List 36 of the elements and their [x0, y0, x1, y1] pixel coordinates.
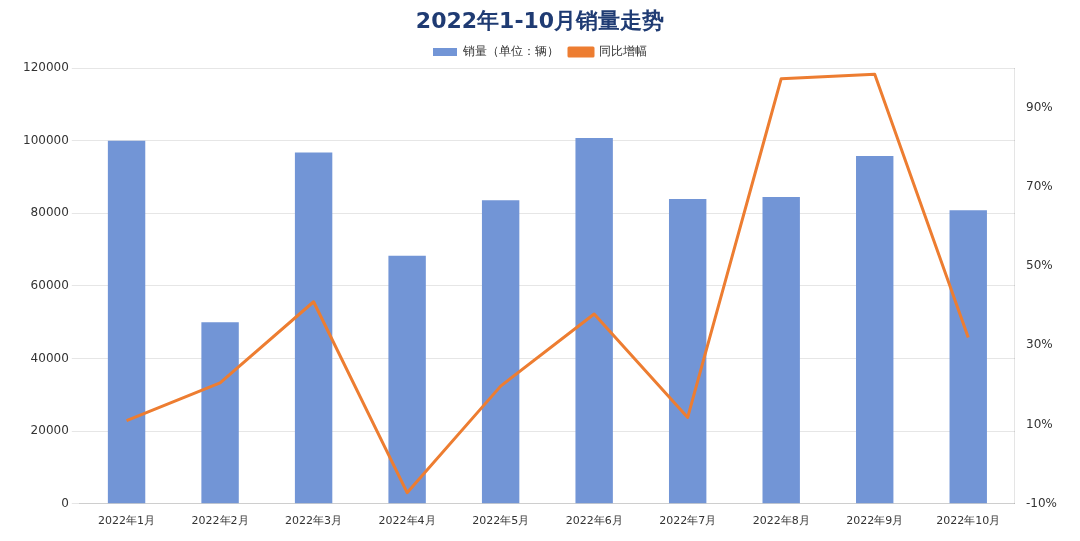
y2-tick-label: 70% — [1026, 178, 1053, 193]
y-tick-label: 80000 — [30, 205, 69, 220]
bar — [575, 138, 613, 504]
legend-label: 销量（单位：辆） — [462, 44, 559, 59]
bar — [201, 322, 239, 504]
x-tick-label: 2022年9月 — [846, 514, 904, 528]
x-tick-label: 2022年5月 — [472, 514, 530, 528]
bar — [856, 155, 894, 504]
y2-tick-label: 50% — [1026, 258, 1053, 273]
y2-tick-label: 30% — [1026, 337, 1053, 352]
y-tick-label: 100000 — [23, 132, 69, 147]
chart-title: 2022年1-10月销量走势 — [414, 7, 666, 35]
x-tick-label: 2022年1月 — [98, 514, 156, 528]
bar — [294, 152, 333, 504]
x-tick-label: 2022年7月 — [659, 514, 717, 528]
x-tick-label: 2022年6月 — [565, 514, 623, 528]
y2-tick-label: 10% — [1026, 416, 1053, 431]
y-tick-label: 0 — [61, 495, 69, 510]
y-tick-label: 60000 — [30, 278, 69, 293]
bar — [949, 210, 987, 504]
y-tick-label: 40000 — [30, 350, 69, 365]
x-tick-label: 2022年2月 — [191, 514, 249, 528]
x-tick-label: 2022年8月 — [752, 514, 810, 528]
y2-tick-label: 90% — [1026, 99, 1053, 114]
bar — [107, 140, 146, 504]
x-tick-label: 2022年4月 — [378, 514, 436, 528]
bar — [668, 199, 707, 504]
bar — [388, 255, 426, 504]
bar — [762, 196, 800, 504]
y-tick-label: 20000 — [30, 423, 69, 438]
x-tick-label: 2022年10月 — [936, 514, 1001, 528]
x-tick-label: 2022年3月 — [285, 514, 343, 528]
y2-tick-label: -10% — [1026, 495, 1058, 510]
bar — [481, 200, 520, 504]
y-tick-label: 120000 — [23, 60, 69, 75]
legend-label: 同比增幅 — [599, 44, 647, 59]
